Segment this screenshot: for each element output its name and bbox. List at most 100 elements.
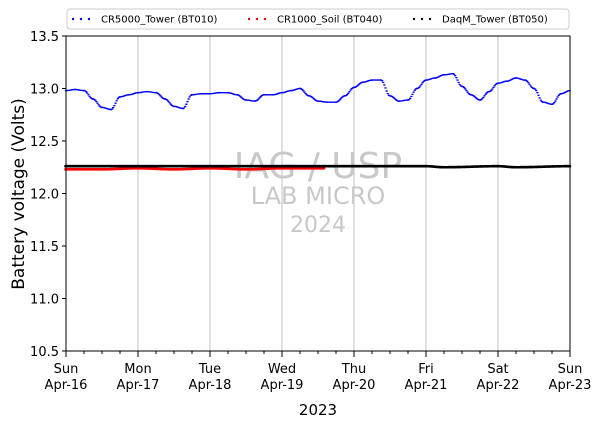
legend-frame [66, 8, 570, 30]
y-tick-label: 11.0 [30, 293, 59, 308]
x-tick-date: Apr-22 [477, 378, 520, 393]
data-point [272, 93, 274, 96]
legend-item: CR5000_Tower (BT010) [71, 15, 217, 26]
y-tick-label: 13.5 [30, 30, 59, 45]
y-tick-label: 10.5 [30, 345, 59, 360]
data-point [182, 107, 184, 110]
x-tick-date: Apr-19 [261, 378, 304, 393]
data-point [443, 73, 445, 76]
data-point [74, 88, 76, 91]
data-point [551, 103, 553, 106]
y-axis: 10.5 11.0 11.5 12.0 12.5 13.0 13.5 [30, 30, 66, 360]
data-point [208, 164, 212, 168]
data-point [470, 93, 472, 96]
data-point [506, 80, 508, 83]
legend-marker [87, 17, 91, 21]
x-axis-title: 2023 [299, 401, 337, 419]
data-point [208, 167, 212, 170]
data-point [245, 99, 247, 101]
data-point [218, 91, 220, 94]
series-markers [64, 164, 571, 169]
watermark-line-2: LAB MICRO [251, 182, 386, 210]
x-tick-date: Apr-16 [45, 378, 88, 393]
data-point [416, 87, 418, 90]
data-point [308, 94, 310, 97]
data-point [191, 93, 193, 96]
data-point [496, 164, 500, 168]
data-point [280, 167, 284, 170]
data-point [425, 79, 427, 81]
data-point [488, 90, 490, 93]
data-point [128, 93, 130, 96]
y-axis-title: Battery voltage (Volts) [9, 98, 29, 289]
series-1 [64, 72, 571, 111]
legend-item: CR1000_Soil (BT040) [247, 15, 383, 26]
data-point [533, 87, 535, 90]
y-tick-label: 11.5 [30, 240, 59, 255]
data-point [335, 101, 337, 104]
data-point [514, 165, 518, 169]
data-point [209, 92, 211, 95]
data-point [515, 77, 517, 79]
data-point [352, 164, 356, 168]
x-tick-date: Apr-18 [189, 378, 232, 393]
legend-marker [71, 17, 75, 21]
data-point [155, 91, 157, 94]
data-point [497, 82, 499, 85]
data-point [92, 98, 94, 100]
data-point [254, 100, 256, 102]
legend: CR5000_Tower (BT010) CR1000_Soil (BT040) D… [66, 8, 570, 30]
legend-item: DaqM_Tower (BT050) [412, 15, 548, 26]
data-point [200, 92, 202, 95]
data-point [146, 90, 148, 93]
data-point [371, 79, 373, 81]
data-point [452, 72, 454, 75]
data-point [244, 168, 248, 171]
data-point [164, 98, 166, 100]
x-tick-date: Apr-17 [117, 378, 160, 393]
data-point [227, 91, 229, 94]
data-point [136, 164, 140, 168]
x-tick-day: Fri [418, 362, 434, 377]
data-point [424, 164, 428, 168]
x-tick-day: Sat [487, 362, 508, 377]
data-point [280, 164, 284, 168]
data-point [524, 79, 526, 81]
grid-lines [65, 36, 571, 351]
data-point [442, 165, 446, 169]
data-point [299, 87, 301, 90]
y-tick-label: 12.5 [30, 135, 59, 150]
data-point [398, 100, 400, 102]
x-tick-day: Mon [124, 362, 151, 377]
data-point [136, 167, 140, 170]
data-point [236, 93, 238, 96]
data-point [263, 93, 265, 96]
watermark: IAG / USP LAB MICRO 2024 [234, 146, 402, 238]
y-tick-label: 12.0 [30, 188, 59, 203]
data-point [83, 89, 85, 92]
data-point [137, 91, 139, 94]
data-point [344, 94, 346, 97]
legend-marker [420, 17, 424, 21]
x-tick-day: Tue [198, 362, 221, 377]
data-point [290, 89, 292, 92]
x-tick-day: Sun [558, 362, 583, 377]
data-point [389, 94, 391, 97]
x-tick-day: Wed [268, 362, 296, 377]
legend-marker [428, 17, 432, 21]
x-tick-day: Sun [54, 362, 79, 377]
legend-marker [79, 17, 83, 21]
data-point [434, 77, 436, 79]
data-point [172, 168, 176, 171]
watermark-line-3: 2024 [290, 213, 346, 238]
x-tick-date: Apr-21 [405, 378, 448, 393]
data-point [110, 108, 112, 111]
x-tick-date: Apr-20 [333, 378, 376, 393]
data-point [353, 86, 355, 89]
legend-label: CR5000_Tower (BT010) [101, 15, 217, 26]
x-tick-date: Apr-23 [549, 378, 592, 393]
data-point [100, 168, 104, 171]
data-point [407, 99, 409, 101]
data-point [101, 106, 103, 109]
